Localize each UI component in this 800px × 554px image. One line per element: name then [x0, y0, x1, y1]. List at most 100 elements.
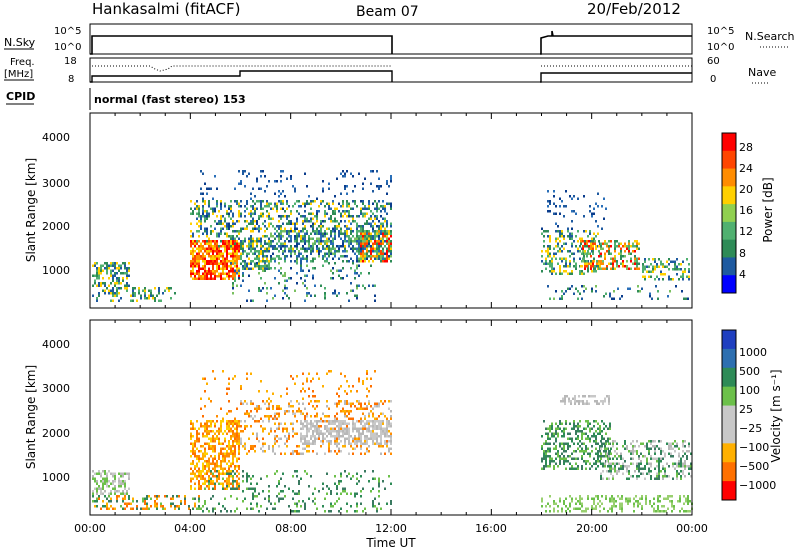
power-cell	[194, 240, 196, 243]
power-cell	[234, 237, 236, 240]
power-cell	[196, 272, 198, 275]
velocity-cell	[597, 457, 599, 460]
power-cell	[382, 225, 384, 228]
velocity-cell	[218, 432, 220, 435]
velocity-cell	[302, 435, 304, 438]
power-cell	[206, 240, 208, 243]
velocity-cell	[296, 375, 298, 378]
power-cell	[388, 237, 390, 240]
velocity-cell	[236, 485, 238, 488]
velocity-cell	[616, 442, 618, 445]
velocity-cell	[344, 375, 346, 378]
power-cb-tick-24: 24	[739, 162, 753, 175]
power-cell	[284, 257, 286, 260]
power-cell	[306, 202, 308, 205]
velocity-cell	[626, 445, 628, 448]
velocity-cell	[386, 422, 388, 425]
velocity-cell	[114, 475, 116, 478]
velocity-cell	[256, 432, 258, 435]
velocity-cell	[370, 490, 372, 493]
power-cell	[378, 207, 380, 210]
velocity-cell	[156, 497, 158, 500]
velocity-cell	[648, 462, 650, 465]
velocity-cell	[224, 452, 226, 455]
velocity-cell	[348, 385, 350, 388]
velocity-cell	[120, 485, 122, 488]
power-cell	[541, 227, 543, 230]
velocity-cell	[298, 445, 300, 448]
power-cell	[348, 205, 350, 208]
velocity-cell	[374, 425, 376, 428]
power-cell	[326, 202, 328, 205]
power-cell	[616, 262, 618, 265]
velocity-cell	[368, 422, 370, 425]
power-cell	[226, 247, 228, 250]
power-cell	[264, 260, 266, 263]
power-cell	[298, 235, 300, 238]
power-cell	[266, 185, 268, 188]
power-cell	[92, 294, 94, 297]
velocity-cell	[202, 510, 204, 513]
power-cell	[648, 258, 650, 261]
power-cell	[338, 269, 340, 272]
velocity-cell	[662, 465, 664, 468]
velocity-cell	[228, 480, 230, 483]
power-cell	[252, 260, 254, 263]
power-cell	[278, 190, 280, 193]
power-cell	[206, 275, 208, 278]
velocity-cell	[593, 457, 595, 460]
power-cell	[280, 225, 282, 228]
velocity-cell	[368, 402, 370, 405]
velocity-cell	[646, 460, 648, 463]
power-cell	[214, 220, 216, 223]
power-cell	[214, 242, 216, 245]
power-cell	[150, 292, 152, 295]
power-cell	[282, 289, 284, 292]
power-cell	[284, 272, 286, 275]
velocity-cell	[352, 447, 354, 450]
velocity-cell	[234, 432, 236, 435]
power-cell	[200, 170, 202, 173]
velocity-cell	[380, 422, 382, 425]
power-cell	[382, 200, 384, 203]
power-cell	[620, 252, 622, 255]
velocity-cell	[106, 485, 108, 488]
power-cell	[561, 245, 563, 248]
velocity-cell	[100, 487, 102, 490]
power-cell	[326, 240, 328, 243]
power-cell	[318, 252, 320, 255]
power-cell	[252, 207, 254, 210]
velocity-cell	[228, 482, 230, 485]
velocity-cell	[100, 507, 102, 510]
velocity-cell	[202, 435, 204, 438]
power-cell	[256, 207, 258, 210]
power-cell	[234, 242, 236, 245]
power-cell	[571, 232, 573, 235]
power-cell	[308, 245, 310, 248]
power-cell	[288, 205, 290, 208]
velocity-cell	[236, 507, 238, 510]
velocity-cell	[364, 427, 366, 430]
velocity-cell	[338, 387, 340, 390]
power-cell	[362, 284, 364, 287]
power-cell	[194, 250, 196, 253]
velocity-cell	[172, 502, 174, 505]
power-cell	[196, 247, 198, 250]
velocity-cell	[240, 420, 242, 423]
power-cell	[600, 260, 602, 263]
velocity-cell	[288, 505, 290, 508]
power-cell	[268, 260, 270, 263]
power-cell	[220, 200, 222, 203]
velocity-cell	[198, 460, 200, 463]
power-cell	[372, 202, 374, 205]
power-cell	[577, 240, 579, 243]
velocity-cell	[226, 427, 228, 430]
power-cell	[348, 235, 350, 238]
power-cell	[606, 250, 608, 253]
power-cell	[584, 240, 586, 243]
power-cell	[260, 240, 262, 243]
power-cell	[232, 255, 234, 258]
power-cell	[567, 250, 569, 253]
power-cell	[206, 212, 208, 215]
power-cell	[218, 262, 220, 265]
